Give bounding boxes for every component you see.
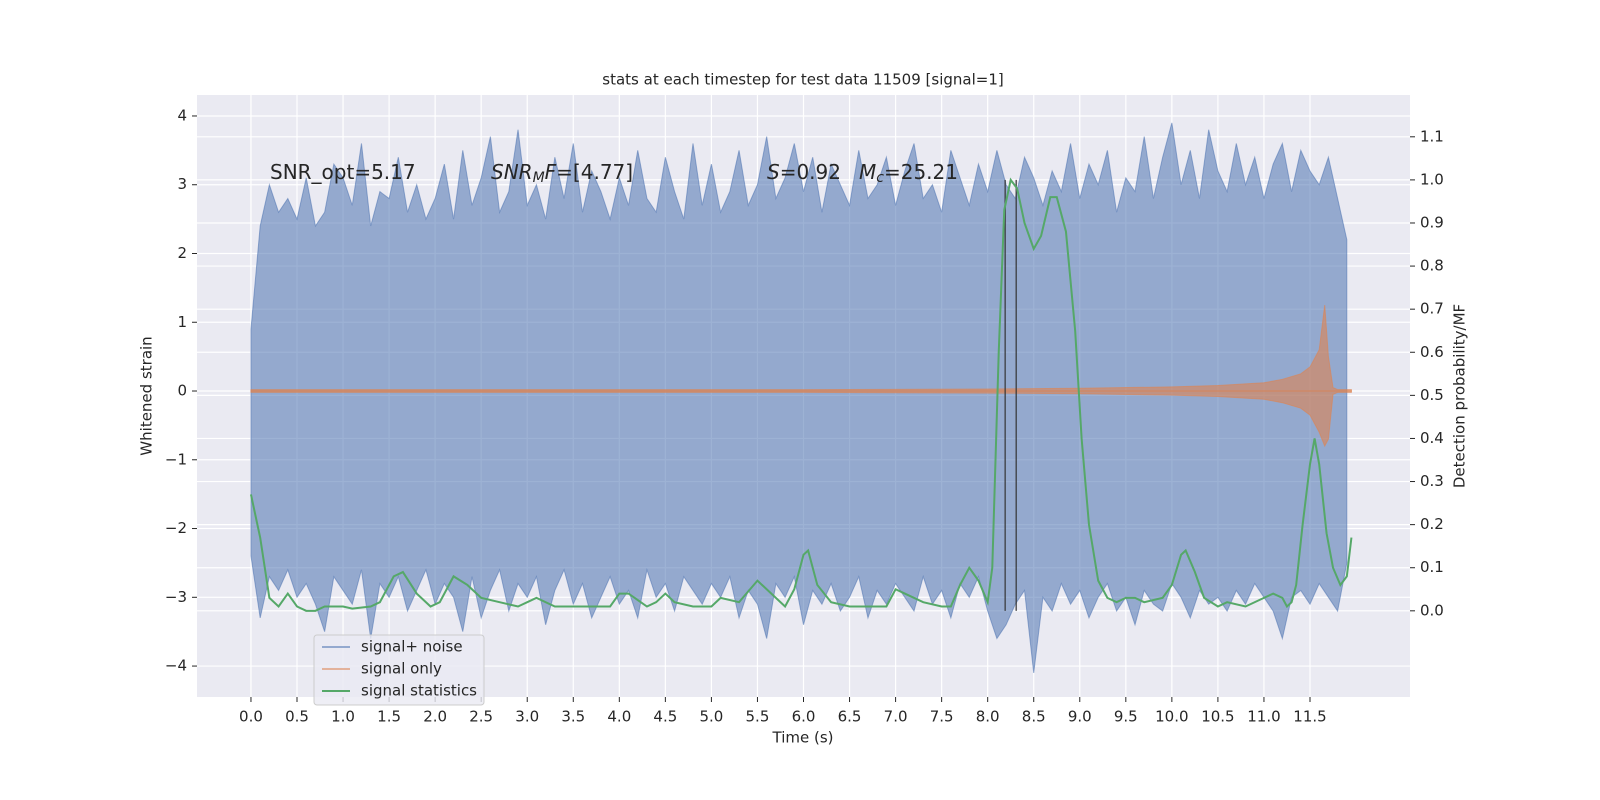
- annotation-part: M: [859, 160, 876, 184]
- y-tick-label: 1: [177, 313, 187, 331]
- x-tick-label: 9.0: [1068, 708, 1092, 726]
- annotation-part: SNR_opt=5.17: [270, 160, 416, 184]
- y2-axis-label: Detection probability/MF: [1451, 304, 1469, 488]
- x-tick-label: 7.0: [884, 708, 908, 726]
- x-tick-label: 8.5: [1022, 708, 1046, 726]
- legend-label: signal+ noise: [361, 638, 463, 656]
- annotation-part: F: [545, 160, 557, 184]
- x-tick-label: 8.0: [976, 708, 1000, 726]
- y2-tick-label: 0.2: [1420, 515, 1444, 533]
- series-band-upper: [250, 305, 1352, 392]
- x-tick-label: 0.0: [239, 708, 263, 726]
- annotation: S=0.92: [767, 160, 841, 184]
- x-tick-label: 10.5: [1201, 708, 1234, 726]
- y2-tick-label: 0.0: [1420, 601, 1444, 619]
- annotation-part: =0.92: [780, 160, 841, 184]
- y2-tick-label: 1.1: [1420, 127, 1444, 145]
- y2-tick-label: 0.9: [1420, 213, 1444, 231]
- annotation: SNR_opt=5.17: [270, 160, 416, 184]
- x-tick-label: 6.5: [838, 708, 862, 726]
- x-tick-label: 4.5: [653, 708, 677, 726]
- series-line: [249, 177, 1353, 612]
- y2-tick-label: 0.1: [1420, 558, 1444, 576]
- y2-tick-label: 1.0: [1420, 170, 1444, 188]
- x-tick-label: 10.0: [1155, 708, 1188, 726]
- x-axis-label: Time (s): [772, 729, 834, 747]
- annotation: Mc=25.21: [859, 160, 958, 187]
- x-tick-label: 11.5: [1293, 708, 1326, 726]
- x-tick-label: 3.0: [515, 708, 539, 726]
- y-tick-label: −4: [165, 657, 187, 675]
- y-tick-label: −1: [165, 450, 187, 468]
- x-tick-label: 5.0: [699, 708, 723, 726]
- legend-label: signal only: [361, 660, 442, 678]
- chart-title: stats at each timestep for test data 115…: [602, 71, 1003, 89]
- annotation-part: =[4.77]: [556, 160, 633, 184]
- legend-label: signal statistics: [361, 682, 477, 700]
- x-tick-label: 3.5: [561, 708, 585, 726]
- x-tick-label: 5.5: [746, 708, 770, 726]
- x-tick-label: 0.5: [285, 708, 309, 726]
- y-tick-label: 2: [177, 244, 187, 262]
- x-tick-label: 1.5: [377, 708, 401, 726]
- series-band-lower: [250, 390, 1348, 673]
- annotation-part: =25.21: [884, 160, 958, 184]
- y-tick-label: −3: [165, 588, 187, 606]
- legend-box: [313, 634, 485, 706]
- y2-tick-label: 0.8: [1420, 257, 1444, 275]
- annotation-part: M: [533, 170, 545, 186]
- x-tick-label: 11.0: [1247, 708, 1280, 726]
- x-tick-label: 4.0: [607, 708, 631, 726]
- series-band-upper: [250, 122, 1348, 392]
- x-tick-label: 1.0: [331, 708, 355, 726]
- y2-tick-label: 0.4: [1420, 429, 1444, 447]
- annotation-part: SNR: [491, 160, 533, 184]
- annotation-part: S: [767, 160, 780, 184]
- x-tick-label: 2.5: [469, 708, 493, 726]
- x-tick-label: 7.5: [930, 708, 954, 726]
- series-band-lower: [250, 390, 1352, 448]
- x-tick-label: 9.5: [1114, 708, 1138, 726]
- annotation: SNRMF=[4.77]: [491, 160, 633, 187]
- y-tick-label: −2: [165, 519, 187, 537]
- x-tick-label: 6.0: [792, 708, 816, 726]
- y2-tick-label: 0.7: [1420, 300, 1444, 318]
- x-tick-label: 2.0: [423, 708, 447, 726]
- y-axis-label: Whitened strain: [138, 336, 156, 455]
- y-tick-label: 4: [177, 106, 187, 124]
- y2-tick-label: 0.3: [1420, 472, 1444, 490]
- y-tick-label: 3: [177, 175, 187, 193]
- y-tick-label: 0: [177, 382, 187, 400]
- y2-tick-label: 0.6: [1420, 343, 1444, 361]
- y2-tick-label: 0.5: [1420, 386, 1444, 404]
- annotation-part: c: [876, 170, 884, 186]
